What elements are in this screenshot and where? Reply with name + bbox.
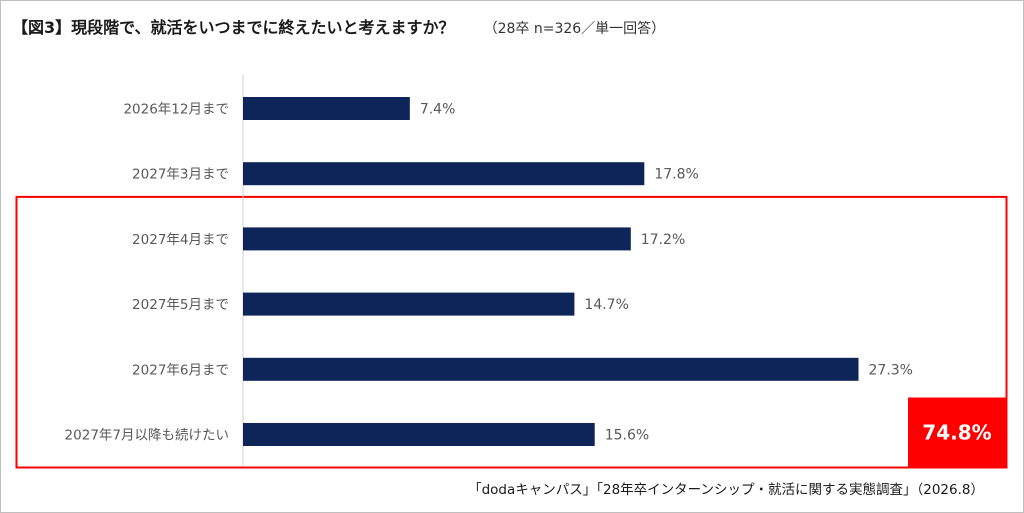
category-label: 2026年12月まで: [123, 102, 229, 118]
highlight-total-label: 74.8%: [922, 421, 991, 445]
category-label: 2027年7月以降も続けたい: [65, 428, 229, 444]
data-label: 15.6%: [605, 428, 649, 444]
highlight-total-badge: [908, 397, 1006, 468]
bar: [243, 423, 595, 446]
data-label: 17.8%: [654, 167, 698, 183]
category-label: 2027年4月まで: [132, 232, 229, 248]
data-label: 17.2%: [641, 232, 685, 248]
category-label: 2027年5月まで: [132, 297, 229, 313]
source-note: 「dodaキャンパス」「28年卒インターンシップ・就活に関する実態調査」（202…: [468, 482, 984, 498]
bar: [243, 227, 631, 251]
bar: [243, 97, 410, 120]
category-label: 2027年6月まで: [132, 362, 229, 378]
data-label: 7.4%: [420, 102, 456, 118]
bar: [243, 162, 645, 186]
highlight-box: [15, 195, 1008, 469]
chart-subtitle: （28卒 n=326／単一回答）: [483, 21, 666, 37]
bar: [243, 292, 575, 316]
category-label: 2027年3月まで: [132, 167, 229, 183]
chart-title: 【図3】現段階で、就活をいつまでに終えたいと考えますか？: [12, 18, 455, 37]
bar: [243, 357, 859, 381]
data-label: 14.7%: [584, 297, 628, 313]
header: 【図3】現段階で、就活をいつまでに終えたいと考えますか？ （28卒 n=326／…: [12, 14, 665, 38]
data-label: 27.3%: [869, 362, 913, 378]
